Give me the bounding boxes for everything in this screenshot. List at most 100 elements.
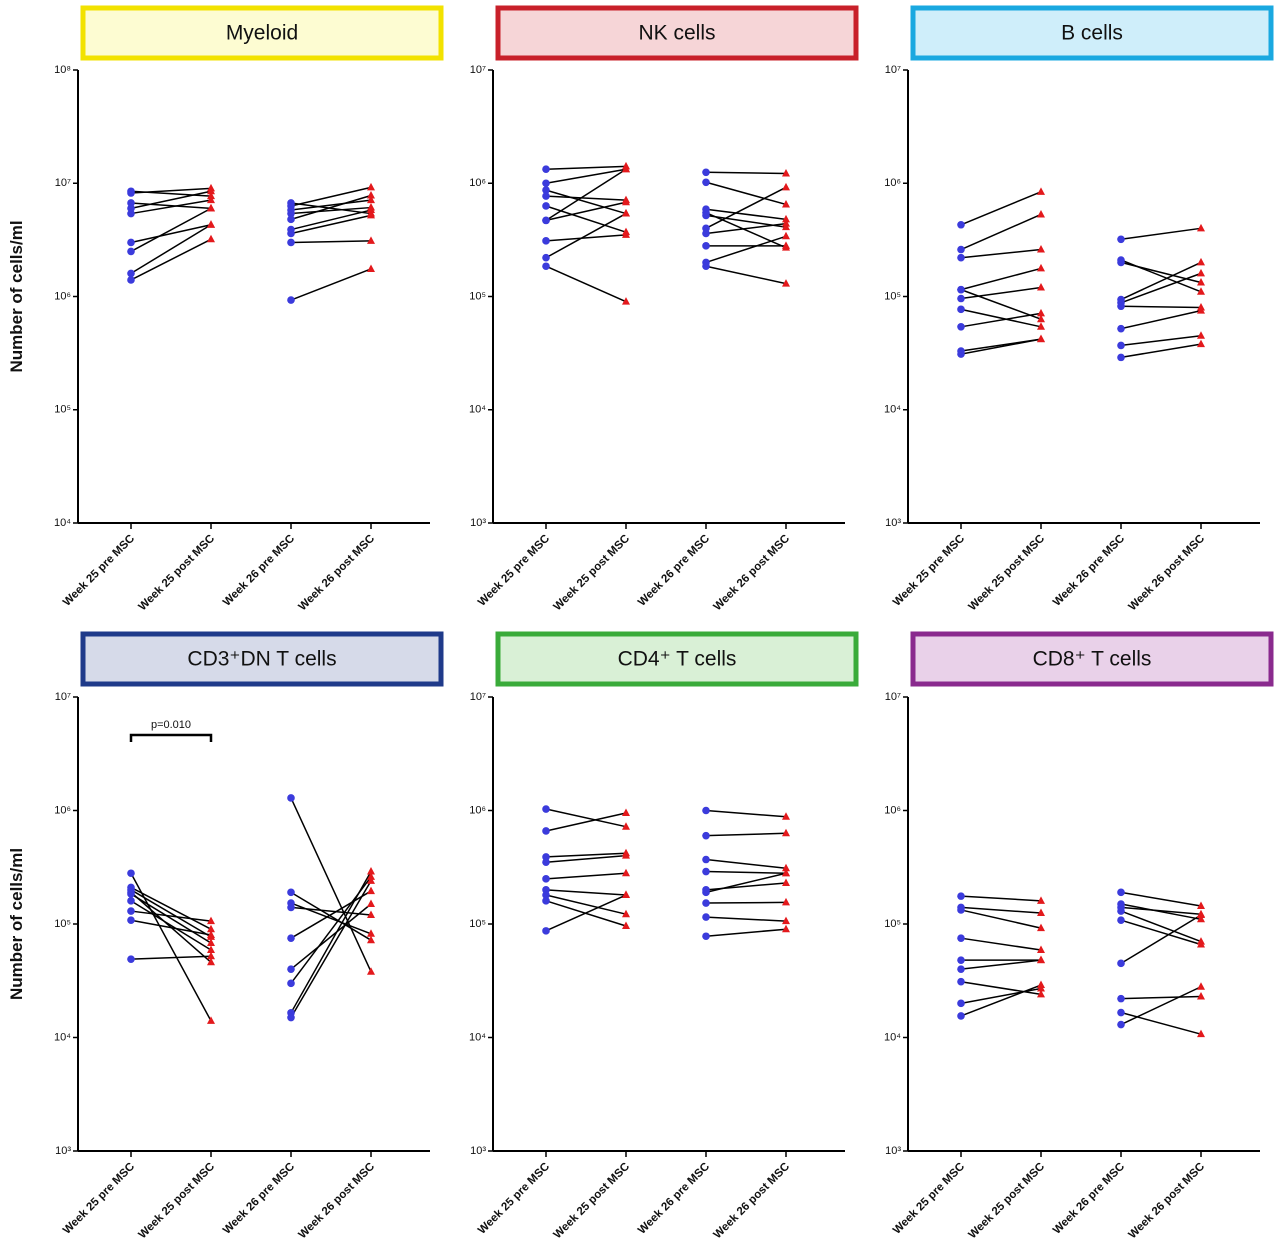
point	[1037, 283, 1045, 291]
y-tick-label: 10⁶	[469, 177, 486, 189]
y-tick-label: 10⁶	[54, 804, 71, 816]
pair-line	[960, 980, 1042, 996]
point	[1197, 909, 1205, 918]
pair-line	[545, 812, 627, 832]
point	[1037, 989, 1045, 998]
point	[1117, 959, 1125, 968]
y-tick-label: 10⁴	[884, 404, 901, 416]
point	[367, 182, 375, 191]
point	[542, 886, 550, 894]
point	[1117, 353, 1125, 362]
pair-line	[960, 286, 1042, 300]
x-tick-label: Week 26 pre MSC	[636, 533, 712, 609]
pair-line	[130, 900, 212, 951]
point	[622, 197, 630, 206]
point	[957, 977, 965, 986]
pair-line	[130, 202, 212, 210]
pair-line	[705, 809, 787, 818]
y-tick-label: 10⁴	[469, 404, 486, 416]
pair-line	[545, 168, 627, 222]
point	[1117, 258, 1125, 267]
point	[1117, 302, 1125, 311]
pair-line	[545, 168, 627, 184]
point	[1197, 257, 1205, 266]
point	[287, 229, 295, 238]
pair-line	[1120, 914, 1202, 965]
point	[1197, 277, 1205, 286]
point	[782, 916, 790, 925]
point	[542, 237, 550, 245]
point	[287, 979, 295, 988]
point	[622, 909, 630, 918]
point	[782, 219, 790, 227]
point	[367, 195, 375, 204]
point	[287, 1013, 295, 1022]
pair-line	[960, 959, 1042, 970]
point	[367, 910, 375, 919]
pair-line	[1120, 910, 1202, 943]
point	[207, 234, 215, 243]
point	[1117, 324, 1125, 333]
pair-line	[130, 910, 212, 922]
pair-line	[705, 235, 787, 264]
point	[1197, 914, 1205, 923]
pair-line	[705, 916, 787, 922]
point	[287, 209, 295, 218]
point	[367, 867, 375, 875]
point	[1037, 308, 1045, 317]
panel-title-box	[80, 631, 444, 687]
y-tick-label: 10⁷	[885, 64, 901, 76]
pair-line	[1120, 272, 1202, 304]
point	[957, 305, 965, 314]
point	[542, 186, 550, 194]
x-tick-label: Week 25 post MSC	[136, 1161, 217, 1242]
point	[957, 350, 965, 358]
pair-line	[545, 894, 627, 932]
point	[367, 190, 375, 199]
x-tick-label: Week 25 pre MSC	[61, 533, 137, 609]
point	[1037, 896, 1045, 904]
point	[782, 878, 790, 886]
point	[1197, 939, 1205, 948]
point	[127, 189, 135, 197]
point	[1117, 235, 1125, 244]
pair-line	[290, 214, 372, 235]
point	[622, 822, 630, 830]
significance-bracket	[129, 733, 213, 742]
pair-line	[290, 871, 372, 1014]
point	[782, 241, 790, 249]
x-tick-label: Week 26 pre MSC	[221, 533, 297, 609]
pair-line	[290, 797, 372, 973]
point	[542, 179, 550, 188]
point	[957, 253, 965, 262]
pair-line	[960, 909, 1042, 929]
pair-line	[545, 195, 627, 201]
point	[207, 191, 215, 200]
point	[1037, 955, 1045, 964]
point	[702, 211, 710, 220]
point	[287, 238, 295, 247]
point	[207, 930, 215, 938]
panel-title-box	[910, 5, 1274, 61]
point	[367, 886, 375, 895]
y-tick-label: 10⁴	[884, 1031, 901, 1043]
point	[702, 831, 710, 840]
pair-line	[960, 895, 1042, 902]
point	[702, 178, 710, 187]
pair-line	[130, 187, 212, 194]
y-tick-label: 10³	[885, 517, 901, 529]
point	[127, 907, 135, 915]
pair-line	[1120, 335, 1202, 347]
point	[1197, 331, 1205, 339]
point	[782, 214, 790, 223]
pair-line	[1120, 995, 1202, 1000]
x-tick-label: Week 25 pre MSC	[891, 533, 967, 609]
pair-line	[705, 208, 787, 221]
pair-line	[705, 211, 787, 249]
point	[782, 199, 790, 208]
pair-line	[290, 903, 372, 970]
point	[367, 899, 375, 908]
point	[702, 806, 710, 815]
x-tick-label: Week 26 pre MSC	[1051, 533, 1127, 609]
